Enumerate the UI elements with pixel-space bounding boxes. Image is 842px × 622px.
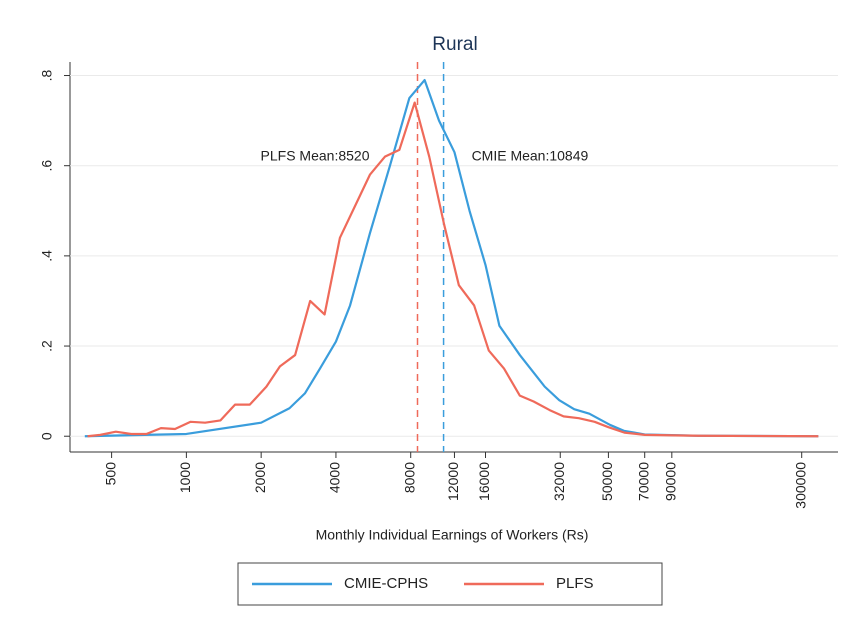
chart-title: Rural <box>432 34 477 55</box>
x-tick-label: 32000 <box>551 462 567 501</box>
annotation: CMIE Mean:10849 <box>472 147 589 163</box>
legend-label: CMIE-CPHS <box>344 575 428 592</box>
x-tick-label: 2000 <box>252 462 268 493</box>
y-tick-label: 0 <box>39 432 55 440</box>
x-tick-label: 70000 <box>635 462 651 501</box>
x-tick-label: 4000 <box>327 462 343 493</box>
x-tick-label: 500 <box>102 462 118 486</box>
legend-label: PLFS <box>556 575 594 592</box>
x-tick-label: 90000 <box>663 462 679 501</box>
x-tick-label: 1000 <box>177 462 193 493</box>
y-tick-label: .2 <box>39 340 55 352</box>
y-tick-label: .6 <box>39 160 55 172</box>
y-tick-label: .4 <box>39 250 55 262</box>
series-line <box>84 78 819 438</box>
x-axis-label: Monthly Individual Earnings of Workers (… <box>316 527 589 543</box>
x-tick-label: 50000 <box>599 462 615 501</box>
x-tick-label: 8000 <box>401 462 417 493</box>
series-line <box>87 101 819 438</box>
x-tick-label: 300000 <box>792 462 808 509</box>
x-tick-label: 16000 <box>476 462 492 501</box>
y-tick-label: .8 <box>39 69 55 81</box>
annotation: PLFS Mean:8520 <box>261 147 370 163</box>
x-tick-label: 12000 <box>445 462 461 501</box>
